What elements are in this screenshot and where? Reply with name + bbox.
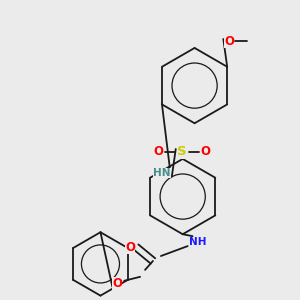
Text: O: O [112, 277, 122, 290]
Text: O: O [224, 34, 234, 47]
Text: O: O [125, 241, 135, 254]
Text: S: S [177, 146, 187, 158]
Text: NH: NH [189, 237, 206, 247]
Text: O: O [153, 146, 163, 158]
Text: O: O [200, 146, 211, 158]
Text: HN: HN [153, 168, 171, 178]
